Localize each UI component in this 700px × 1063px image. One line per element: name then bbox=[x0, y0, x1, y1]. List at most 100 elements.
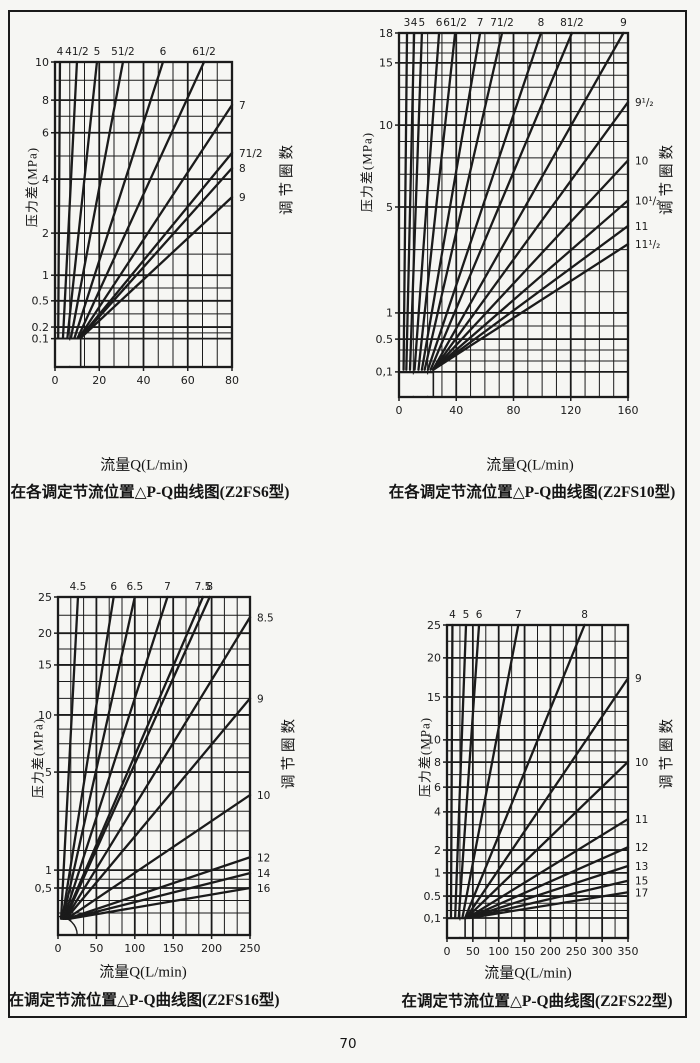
tick-label: 10 bbox=[427, 734, 441, 747]
tick-label: 8 bbox=[42, 94, 49, 107]
tick-label: 9 bbox=[239, 192, 246, 204]
curve-61/2-turns bbox=[417, 31, 457, 371]
tick-label: 12 bbox=[635, 842, 648, 854]
tick-label: 10 bbox=[379, 119, 393, 132]
tick-label: 40 bbox=[137, 374, 151, 387]
tick-label: 1 bbox=[42, 269, 49, 282]
tick-label: 7.5 bbox=[195, 581, 212, 593]
tick-label: 9 bbox=[257, 693, 264, 705]
tick-label: 8 bbox=[434, 756, 441, 769]
tick-label: 41/2 bbox=[65, 46, 89, 58]
tick-label: 2 bbox=[42, 227, 49, 240]
tick-label: 0 bbox=[444, 945, 451, 958]
curve-15-turns bbox=[467, 879, 630, 920]
tick-label: 18 bbox=[379, 27, 393, 40]
tick-label: 300 bbox=[592, 945, 613, 958]
curve-8-turns bbox=[78, 166, 234, 340]
tick-label: 6 bbox=[160, 46, 167, 58]
chart1-turns-axis-label: 调节圈数 bbox=[279, 141, 296, 215]
tick-label: 20 bbox=[38, 627, 52, 640]
tick-label: 71/2 bbox=[239, 148, 263, 160]
tick-label: 10¹/₂ bbox=[635, 195, 660, 207]
chart3-y-axis-label: 压力差(MPa) bbox=[30, 717, 46, 799]
tick-label: 0 bbox=[52, 374, 59, 387]
tick-label: 71/2 bbox=[490, 17, 514, 29]
origin-notch bbox=[400, 374, 434, 396]
tick-label: 61/2 bbox=[192, 46, 216, 58]
origin-notch bbox=[56, 340, 81, 366]
curve-6-turns bbox=[73, 60, 165, 340]
tick-label: 1 bbox=[45, 864, 52, 877]
curve-11-turns bbox=[432, 224, 630, 371]
tick-label: 150 bbox=[163, 942, 184, 955]
curve-8-turns bbox=[64, 595, 211, 920]
tick-label: 7 bbox=[515, 609, 522, 621]
tick-label: 50 bbox=[89, 942, 103, 955]
tick-label: 200 bbox=[540, 945, 561, 958]
tick-label: 100 bbox=[124, 942, 145, 955]
tick-label: 25 bbox=[427, 619, 441, 632]
tick-label: 0 bbox=[396, 404, 403, 417]
tick-label: 12 bbox=[257, 852, 270, 864]
tick-label: 7 bbox=[477, 17, 484, 29]
curve-13-turns bbox=[467, 864, 630, 920]
tick-label: 10 bbox=[38, 709, 52, 722]
curve-6-turns bbox=[457, 623, 481, 920]
curve-6.5-turns bbox=[61, 595, 136, 920]
tick-label: 61/2 bbox=[443, 17, 467, 29]
tick-label: 4.5 bbox=[70, 581, 87, 593]
tick-label: 3 bbox=[404, 17, 411, 29]
tick-label: 5 bbox=[94, 46, 101, 58]
chart2-turns-axis-label: 调节圈数 bbox=[659, 141, 676, 215]
curve-12-turns bbox=[466, 846, 630, 920]
tick-label: 2 bbox=[434, 844, 441, 857]
tick-label: 40 bbox=[449, 404, 463, 417]
curve-8-turns bbox=[426, 31, 543, 371]
chart1-xaxis-caption: 流量Q(L/min) bbox=[100, 457, 188, 474]
tick-label: 1 bbox=[386, 307, 393, 320]
tick-label: 100 bbox=[488, 945, 509, 958]
curve-8.5-turns bbox=[64, 616, 252, 920]
tick-label: 6 bbox=[476, 609, 483, 621]
curve-7-turns bbox=[461, 623, 520, 920]
tick-label: 5 bbox=[419, 17, 426, 29]
tick-label: 10 bbox=[35, 56, 49, 69]
tick-label: 4 bbox=[449, 609, 456, 621]
curve-10-turns bbox=[432, 159, 630, 371]
tick-label: 11¹/₂ bbox=[635, 239, 660, 251]
tick-label: 9 bbox=[635, 673, 642, 685]
tick-label: 6.5 bbox=[126, 581, 143, 593]
tick-label: 4 bbox=[42, 173, 49, 186]
curve-4-turns bbox=[57, 60, 62, 340]
tick-label: 6 bbox=[434, 781, 441, 794]
curve-7-turns bbox=[62, 595, 169, 920]
tick-label: 16 bbox=[257, 883, 271, 895]
curve-10-turns bbox=[65, 793, 252, 920]
curve-11-turns bbox=[466, 817, 630, 920]
curve-9-turns bbox=[431, 31, 625, 371]
curve-6-turns bbox=[61, 595, 115, 920]
origin-notch bbox=[448, 920, 466, 937]
tick-label: 15 bbox=[635, 876, 648, 888]
tick-label: 81/2 bbox=[560, 17, 584, 29]
tick-label: 0.5 bbox=[32, 295, 50, 308]
chart4-turns-axis-label: 调节圈数 bbox=[659, 715, 676, 789]
tick-label: 5 bbox=[386, 201, 393, 214]
curve-71/2-turns bbox=[78, 151, 234, 340]
chart1-y-axis-label: 压力差(MPa) bbox=[24, 146, 40, 228]
curve-5-turns bbox=[66, 60, 99, 340]
tick-label: 0.2 bbox=[32, 321, 50, 334]
curve-5-turns bbox=[453, 623, 468, 920]
curve-17-turns bbox=[468, 891, 630, 920]
tick-label: 6 bbox=[110, 581, 117, 593]
tick-label: 0,5 bbox=[35, 882, 53, 895]
tick-label: 60 bbox=[181, 374, 195, 387]
curve-9¹/₂-turns bbox=[432, 101, 630, 371]
curve-10-turns bbox=[465, 760, 630, 920]
chart2-xaxis-caption: 流量Q(L/min) bbox=[486, 457, 574, 474]
curve-81/2-turns bbox=[429, 31, 574, 371]
tick-label: 9¹/₂ bbox=[635, 97, 654, 109]
